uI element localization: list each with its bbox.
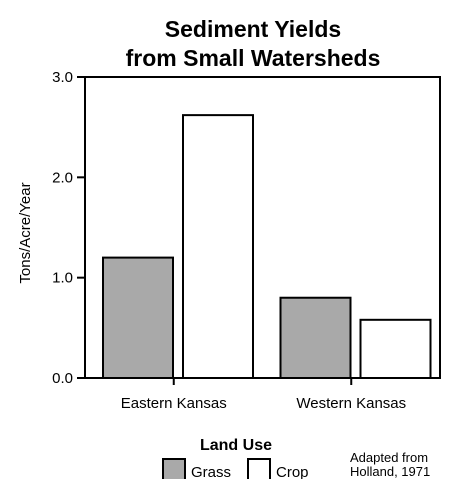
bars	[102, 114, 432, 380]
y-tick-label: 3.0	[52, 69, 73, 86]
legend-label-crop: Crop	[276, 464, 309, 479]
bar-grass-0	[102, 256, 174, 380]
y-axis-label: Tons/Acre/Year	[17, 182, 34, 283]
legend-label-grass: Grass	[191, 464, 231, 479]
source-line-2: Holland, 1971	[350, 464, 430, 479]
x-categories: Eastern Kansas Western Kansas	[121, 378, 406, 412]
y-ticks: 0.0 1.0 2.0 3.0	[52, 69, 85, 387]
x-category-label: Eastern Kansas	[121, 395, 227, 412]
plot-frame	[84, 76, 441, 379]
bar-grass-1	[279, 296, 352, 380]
bar-crop-1	[359, 318, 432, 380]
bar-crop-0	[182, 114, 254, 379]
source-line-1: Adapted from	[350, 450, 428, 465]
legend-swatch-grass	[162, 458, 186, 479]
legend-swatch-crop	[247, 458, 271, 479]
x-category-label: Western Kansas	[296, 395, 406, 412]
legend-title: Land Use	[200, 437, 272, 454]
y-tick-label: 2.0	[52, 169, 73, 186]
y-tick-label: 0.0	[52, 370, 73, 387]
y-tick-label: 1.0	[52, 270, 73, 287]
chart-title-line-1: Sediment Yields	[165, 16, 341, 42]
chart-title-line-2: from Small Watersheds	[126, 45, 381, 71]
